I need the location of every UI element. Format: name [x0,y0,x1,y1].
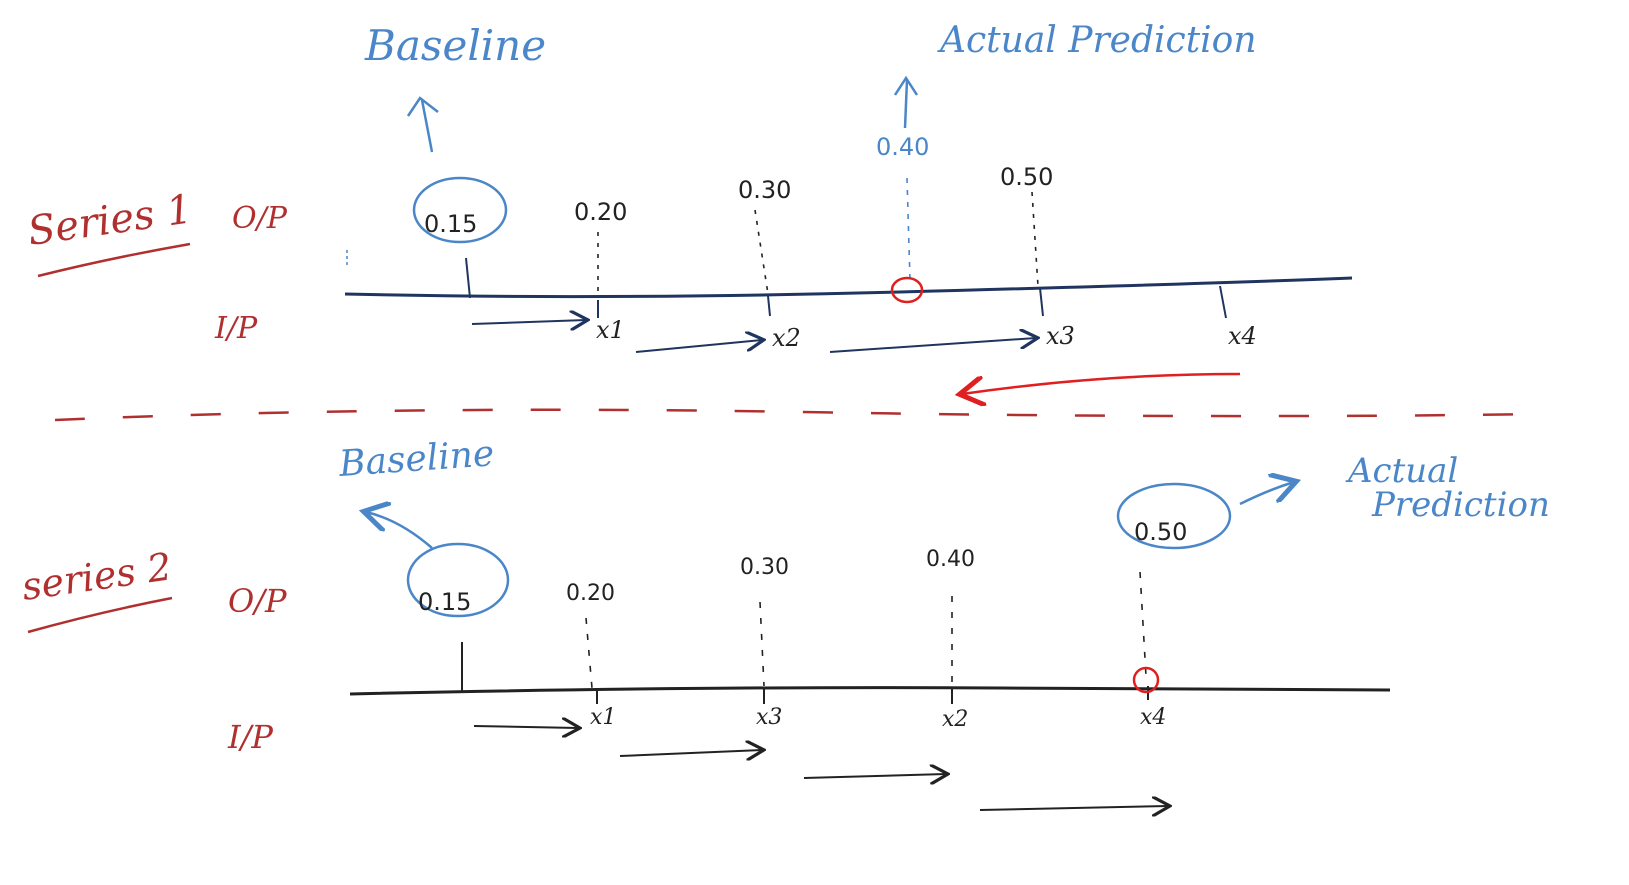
series2-output-0: 0.15 [418,588,471,616]
series2-actual-label-line2: Prediction [1371,485,1550,525]
series2-label-underline [27,596,173,634]
series-divider [54,408,1546,422]
series2-input-0: x1 [590,705,616,730]
series1-op-label: O/P [232,201,288,236]
series1-output-1: 0.20 [574,198,627,226]
series1-output-4: 0.50 [1000,163,1053,191]
series2-output-4: 0.50 [1134,518,1187,546]
series1-baseline-arrow [406,96,439,153]
series2-prediction-mark [1132,666,1160,694]
series1-ip-label: I/P [214,311,258,346]
series2-output-3: 0.40 [926,547,975,572]
series2-output-2: 0.30 [740,555,789,580]
series1-output-0: 0.15 [424,210,477,238]
series2-input-3: x4 [1140,705,1166,730]
series1-actual-leader [906,177,911,281]
series2-op-label: O/P [228,582,287,620]
series2-label: series 2 [19,544,174,609]
series2-output-1: 0.20 [566,581,615,606]
series1-input-2: x3 [1046,322,1075,350]
series2-actual-arrow [1239,482,1294,506]
series2-timeline [349,686,1391,696]
series1-actual-arrow [893,75,919,129]
series2-input-1: x3 [756,705,782,730]
series1-input-0: x1 [596,316,625,344]
series1-input-1: x2 [772,324,801,352]
series1-reverse-arrow [962,372,1241,394]
series2-actual-circle [1116,482,1232,550]
series1-baseline-circle [412,176,508,244]
series1-leaders [597,191,1039,298]
series2-ticks [461,642,1149,704]
series1-input-arrows [471,320,1036,353]
series1-baseline-label: Baseline [364,21,546,70]
series1-actual-label: Actual Prediction [937,20,1257,61]
series1-label: Series 1 [25,186,195,255]
series1-timeline [344,276,1353,299]
series2-ip-label: I/P [227,718,273,756]
series2-input-arrows [473,726,1168,810]
series2-input-2: x2 [942,707,968,732]
series2-baseline-label: Baseline [337,433,496,485]
series1-output-2: 0.30 [738,176,791,204]
series1-output-3: 0.40 [876,133,929,161]
series1-input-3: x4 [1228,322,1257,350]
series2-baseline-circle [406,542,510,618]
series1-ticks [465,257,1227,319]
series2-leaders [585,571,1147,689]
series1-label-underline [37,242,191,278]
series1-prediction-mark [890,276,924,304]
series2-baseline-arrow [366,512,433,549]
series2-actual-label-line1: Actual [1345,451,1458,491]
